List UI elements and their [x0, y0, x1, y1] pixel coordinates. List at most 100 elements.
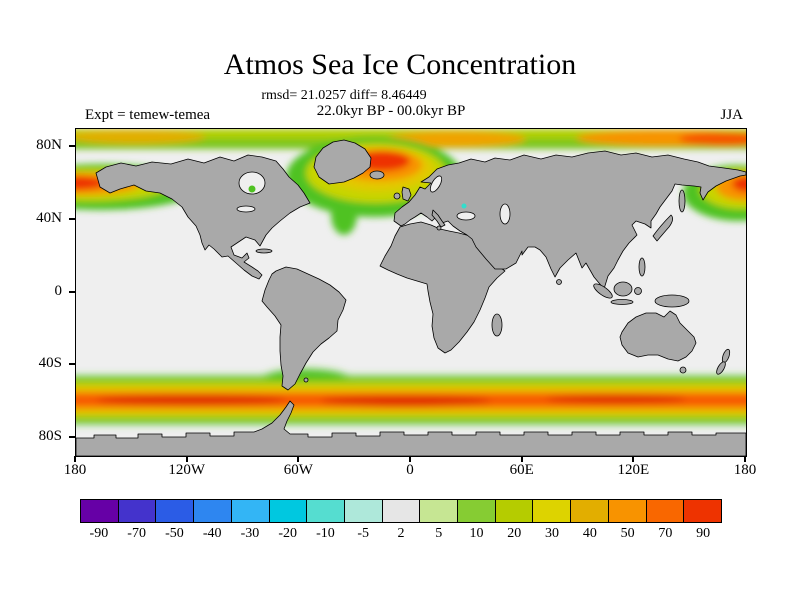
y-tick-label: 0 — [54, 282, 63, 299]
cuba — [255, 248, 273, 254]
colorbar-cell — [268, 500, 307, 522]
colorbar-cell — [193, 500, 231, 522]
y-tick-mark — [69, 363, 76, 366]
italy — [431, 209, 446, 228]
x-tick-label: 60W — [283, 462, 313, 478]
x-tick-mark — [744, 456, 746, 462]
colorbar-tick-label: -5 — [357, 526, 370, 541]
colorbar-cell — [570, 500, 608, 522]
new-zealand-south — [716, 361, 726, 375]
y-axis-tick-labels: 80N 40N 0 40S 80S — [0, 128, 68, 455]
colorbar-cell — [607, 500, 646, 522]
madagascar — [491, 313, 503, 337]
colorbar-tick-label: -10 — [316, 526, 335, 541]
y-tick-label: 40N — [36, 209, 62, 226]
colorbar-cell — [494, 500, 533, 522]
southern-ocean-band — [76, 369, 746, 424]
colorbar-cell — [532, 500, 571, 522]
inland-waters — [236, 171, 511, 225]
colorbar-tick-label: -30 — [240, 526, 260, 541]
africa — [379, 221, 506, 354]
x-tick-mark — [409, 456, 411, 462]
period-line: 22.0kyr BP - 00.0kyr BP — [316, 103, 466, 119]
colorbar-tick-label: 40 — [582, 526, 597, 541]
x-tick-mark — [74, 456, 76, 462]
sumatra — [593, 283, 613, 299]
y-tick-mark — [69, 290, 76, 293]
colorbar-cell — [419, 500, 458, 522]
map-plot — [75, 128, 747, 457]
caspian-sea — [499, 203, 511, 225]
colorbar-tick-label: 20 — [507, 526, 522, 541]
colorbar-cell — [230, 500, 269, 522]
sulawesi — [634, 287, 642, 295]
sri-lanka — [556, 279, 562, 285]
x-tick-mark — [185, 456, 188, 462]
world-map-svg — [76, 129, 746, 456]
y-tick-mark — [69, 217, 76, 220]
eurasia — [393, 150, 746, 290]
colorbar-cell — [683, 500, 721, 522]
x-tick-label: 0 — [406, 462, 414, 478]
colorbar-cell — [381, 500, 420, 522]
colorbar: -90 -70 -50 -40 -30 -20 -10 -5 2 5 10 20 30 40 50 70 90 — [80, 499, 722, 544]
colorbar-tick-label: -20 — [278, 526, 298, 541]
x-axis-tick-labels: 180 120W 60W 0 60E 120E 180 — [64, 460, 757, 482]
colorbar-cells — [80, 499, 722, 523]
x-tick-label: 180 — [63, 462, 87, 478]
black-sea — [456, 211, 476, 221]
baltic-sea — [429, 175, 443, 193]
stats-line: rmsd= 21.0257 diff= 8.46449 — [261, 88, 427, 103]
ireland — [393, 192, 401, 200]
x-tick-label: 120W — [168, 462, 205, 478]
x-tick-mark — [520, 456, 523, 462]
colorbar-cell — [81, 500, 118, 522]
tasmania — [679, 366, 687, 374]
sakhalin — [678, 189, 686, 213]
new-guinea — [654, 294, 690, 308]
colorbar-tick-label: -70 — [127, 526, 146, 541]
season-label: JJA — [720, 107, 743, 123]
greenland — [313, 139, 372, 185]
y-tick-label: 40S — [38, 355, 62, 372]
sicily — [436, 225, 442, 231]
iceland — [369, 170, 385, 180]
colorbar-cell — [457, 500, 495, 522]
colorbar-cell — [645, 500, 684, 522]
colorbar-tick-label: 2 — [397, 526, 405, 541]
colorbar-tick-label: 70 — [658, 526, 673, 541]
hudson-bay-spot — [248, 185, 256, 193]
colorbar-tick-labels: -90 -70 -50 -40 -30 -20 -10 -5 2 5 10 20 30 40 50 70 90 — [80, 526, 722, 544]
borneo — [613, 281, 633, 297]
anomaly-spots — [248, 185, 467, 209]
australia — [619, 310, 697, 362]
experiment-label: Expt = temew-temea — [85, 107, 211, 123]
colorbar-tick-label: -90 — [89, 526, 109, 541]
x-tick-mark — [632, 456, 635, 462]
java — [610, 299, 634, 305]
black-sea-spot — [461, 203, 467, 209]
y-tick-mark — [69, 435, 76, 438]
colorbar-tick-label: 10 — [469, 526, 484, 541]
y-tick-label: 80S — [38, 427, 62, 444]
colorbar-tick-label: 5 — [435, 526, 443, 541]
philippines — [638, 257, 646, 277]
x-tick-label: 180 — [733, 462, 757, 478]
x-tick-label: 120E — [617, 462, 650, 478]
great-britain — [401, 186, 412, 202]
x-tick-label: 60E — [509, 462, 534, 478]
colorbar-tick-label: -50 — [165, 526, 184, 541]
south-america — [261, 266, 347, 391]
colorbar-cell — [306, 500, 344, 522]
y-tick-mark — [69, 145, 76, 148]
chart-title: Atmos Sea Ice Concentration — [223, 48, 577, 81]
colorbar-cell — [117, 500, 156, 522]
y-tick-label: 80N — [36, 137, 62, 154]
colorbar-cell — [155, 500, 194, 522]
colorbar-cell — [343, 500, 382, 522]
colorbar-tick-label: 50 — [620, 526, 635, 541]
hudson-bay — [238, 171, 266, 195]
colorbar-tick-label: 90 — [696, 526, 711, 541]
great-lakes — [236, 205, 256, 213]
